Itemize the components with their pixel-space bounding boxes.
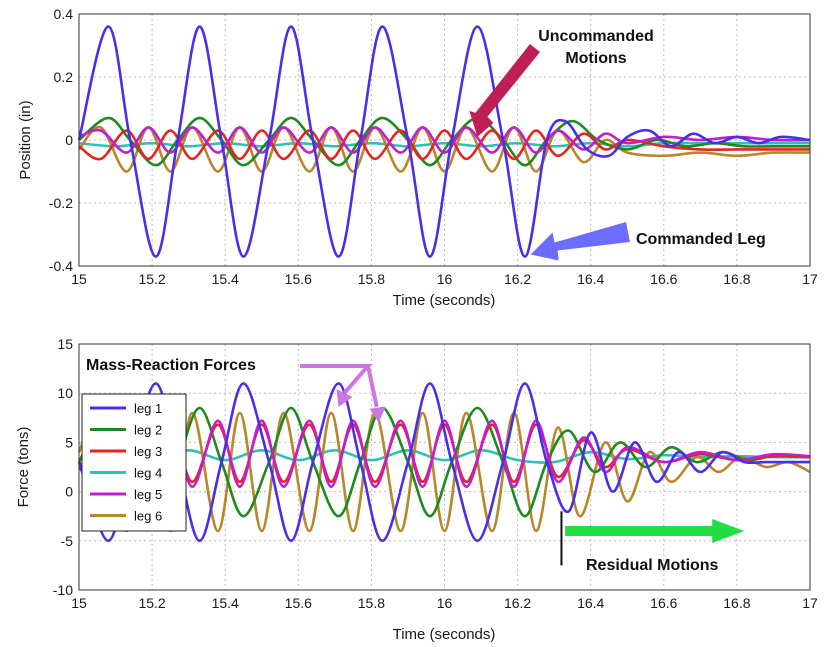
x-tick-label: 15.8: [358, 271, 385, 287]
position-y-axis-label: Position (in): [17, 100, 34, 179]
mass-reaction-arrowhead-1: [336, 388, 353, 407]
force-lines: [77, 382, 811, 543]
x-tick-label: 16.8: [723, 271, 750, 287]
force-annotations: Mass-Reaction Forces Residual Motions: [86, 357, 745, 574]
series-line-leg-1: [77, 25, 811, 258]
y-tick-label: 0: [65, 484, 73, 500]
residual-arrowhead: [712, 518, 745, 543]
force-x-axis-label: Time (seconds): [393, 626, 496, 643]
x-tick-label: 15.6: [285, 595, 312, 611]
series-line-leg-6: [77, 409, 811, 533]
x-tick-label: 15.6: [285, 271, 312, 287]
legend-label: leg 3: [134, 444, 162, 459]
force-ticks: 15 15.2 15.4 15.6 15.8 16 16.2 16.4 16.6 16.8 17 -1…: [53, 336, 818, 611]
position-plot-border: [78, 13, 811, 267]
force-chart: 15 15.2 15.4 15.6 15.8 16 16.2 16.4 16.6 16.8 17 -1…: [15, 336, 818, 643]
annotation-uncommanded-line2: Motions: [565, 50, 626, 67]
series-line-leg-5: [78, 126, 811, 154]
y-tick-label: 0: [65, 132, 73, 148]
uncommanded-arrow: [469, 44, 540, 137]
annotation-uncommanded-line1: Uncommanded: [538, 28, 654, 45]
legend-label: leg 5: [134, 487, 162, 502]
y-tick-label: -0.2: [49, 195, 73, 211]
x-tick-label: 15.8: [358, 595, 385, 611]
x-tick-label: 16: [437, 595, 453, 611]
residual-arrow-shaft: [565, 525, 715, 536]
position-lines: [77, 25, 811, 258]
x-tick-label: 16.2: [504, 271, 531, 287]
commanded-leg-arrow: [530, 222, 630, 261]
legend-label: leg 6: [134, 509, 162, 524]
legend-label: leg 4: [134, 466, 162, 481]
y-tick-label: 0.2: [54, 69, 74, 85]
x-tick-label: 15: [71, 271, 87, 287]
force-plot-border: [78, 343, 811, 591]
x-tick-label: 16.6: [650, 595, 677, 611]
legend-label: leg 1: [134, 401, 162, 416]
y-tick-label: 0.4: [54, 6, 74, 22]
x-tick-label: 15.2: [138, 271, 165, 287]
x-tick-label: 15.4: [212, 595, 239, 611]
y-tick-label: -0.4: [49, 258, 73, 274]
x-tick-label: 17: [802, 595, 818, 611]
position-chart: 15 15.2 15.4 15.6 15.8 16 16.2 16.4 16.6 16.8 17 -0…: [17, 6, 818, 309]
x-tick-label: 16.6: [650, 271, 677, 287]
x-tick-label: 16.4: [577, 595, 604, 611]
series-line-leg-4: [78, 141, 810, 148]
mass-reaction-arrowhead-2: [369, 406, 386, 423]
x-tick-label: 15.2: [138, 595, 165, 611]
y-tick-label: 10: [57, 385, 73, 401]
y-tick-label: -10: [53, 582, 73, 598]
x-tick-label: 17: [802, 271, 818, 287]
position-annotations: Uncommanded Motions Commanded Leg: [469, 28, 766, 261]
legend-box: [81, 393, 187, 532]
x-tick-label: 16.8: [723, 595, 750, 611]
series-line-leg-2: [77, 406, 811, 518]
annotation-mass-reaction: Mass-Reaction Forces: [86, 357, 256, 374]
series-line-leg-3: [78, 129, 810, 161]
mass-reaction-arrow-shaft-2: [366, 365, 379, 408]
annotation-commanded-leg: Commanded Leg: [636, 231, 766, 248]
series-line-leg-3: [78, 423, 811, 485]
series-line-leg-5: [77, 419, 811, 490]
y-tick-label: -5: [61, 533, 74, 549]
position-ticks: 15 15.2 15.4 15.6 15.8 16 16.2 16.4 16.6 16.8 17 -0…: [49, 6, 818, 287]
annotation-residual-motions: Residual Motions: [586, 557, 719, 574]
legend-label: leg 2: [134, 423, 162, 438]
x-tick-label: 15: [71, 595, 87, 611]
y-tick-label: 5: [65, 434, 73, 450]
x-tick-label: 15.4: [212, 271, 239, 287]
force-y-axis-label: Force (tons): [15, 427, 32, 508]
series-line-leg-1: [77, 382, 810, 543]
position-x-axis-label: Time (seconds): [393, 292, 496, 309]
force-legend: leg 1 leg 2 leg 3 leg 4 leg 5 leg 6: [81, 393, 187, 532]
x-tick-label: 16.2: [504, 595, 531, 611]
x-tick-label: 16: [437, 271, 453, 287]
x-tick-label: 16.4: [577, 271, 604, 287]
y-tick-label: 15: [57, 336, 73, 352]
